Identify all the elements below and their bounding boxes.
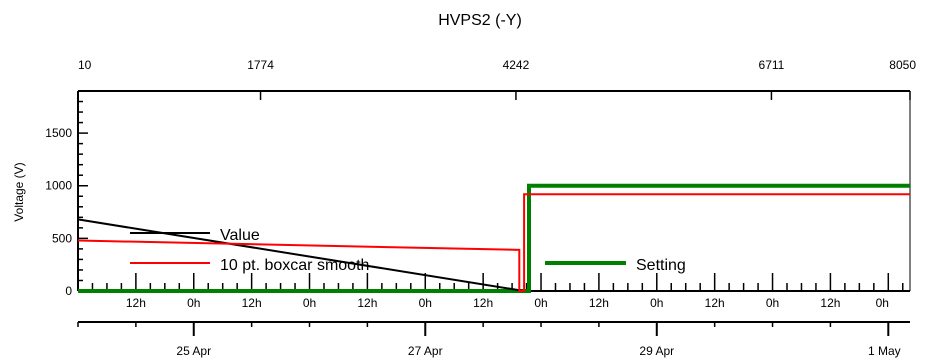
series-value-line: [77, 218, 525, 292]
hour-tick-label: 0h: [303, 296, 316, 310]
date-tick-label: 29 Apr: [639, 344, 674, 358]
hour-tick-label: 12h: [589, 296, 609, 310]
top-tick-label: 4242: [503, 58, 530, 72]
top-tick-label: 8050: [889, 58, 916, 72]
date-tick-label: 1 May: [868, 344, 901, 358]
hour-tick-label: 12h: [820, 296, 840, 310]
series-smooth-line: [77, 193, 910, 292]
hour-tick-label: 12h: [357, 296, 377, 310]
hour-tick-label: 0h: [766, 296, 779, 310]
y-tick-label: 1000: [45, 179, 72, 193]
legend-value-label: Value: [220, 227, 260, 244]
hour-tick-label: 12h: [473, 296, 493, 310]
hour-tick-label: 0h: [876, 296, 889, 310]
hour-tick-label: 12h: [242, 296, 262, 310]
legend-smooth-label: 10 pt. boxcar smooth: [220, 257, 369, 274]
hour-tick-label: 12h: [126, 296, 146, 310]
top-tick-label: 10: [78, 58, 92, 72]
date-tick-label: 25 Apr: [176, 344, 211, 358]
hour-tick-label: 0h: [187, 296, 200, 310]
hour-tick-label: 0h: [650, 296, 663, 310]
legend: Value 10 pt. boxcar smooth Setting: [130, 227, 686, 274]
date-tick-label: 27 Apr: [408, 344, 443, 358]
legend-setting-label: Setting: [636, 257, 686, 274]
y-axis-label: Voltage (V): [12, 162, 26, 221]
y-tick-label: 500: [52, 231, 72, 245]
chart-title: HVPS2 (-Y): [438, 12, 522, 29]
y-tick-label: 1500: [45, 126, 72, 140]
top-tick-label: 1774: [247, 58, 274, 72]
plot-layer: 0 500 1000 1500 10 1774 4242 6711 8050 12h 0h 12h 0h…: [45, 58, 916, 358]
hour-tick-label: 0h: [534, 296, 547, 310]
hour-tick-label: 12h: [705, 296, 725, 310]
y-tick-label: 0: [65, 284, 72, 298]
hour-tick-label: 0h: [419, 296, 432, 310]
series-setting-line: [78, 183, 910, 293]
top-tick-label: 6711: [759, 58, 785, 72]
